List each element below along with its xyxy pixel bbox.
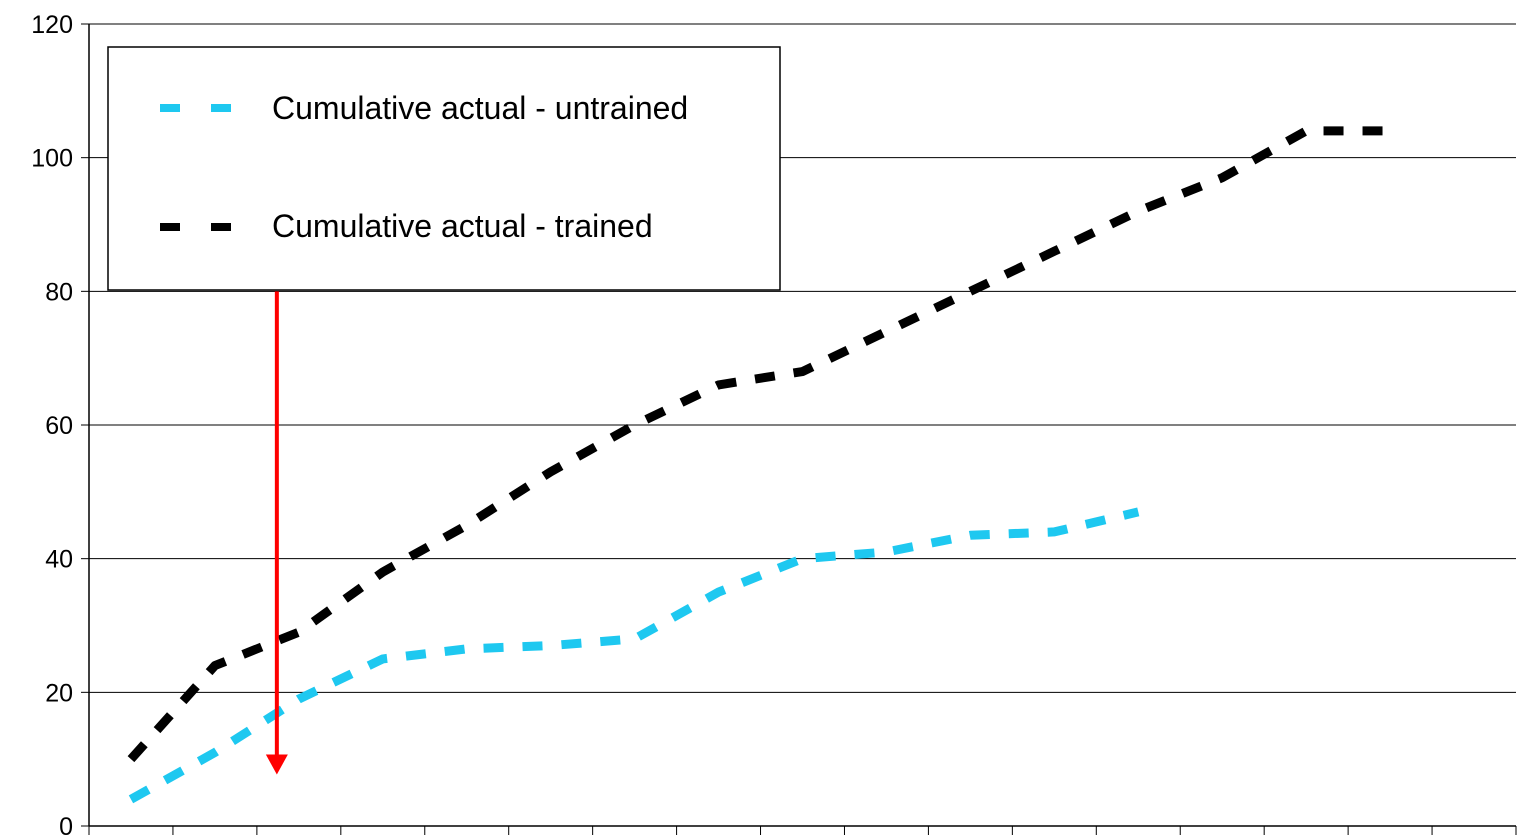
axes: 0 20 40 60 80 100 120 — [31, 11, 1517, 838]
y-tick-label: 40 — [45, 546, 73, 574]
series-lines — [127, 126, 1391, 804]
annotation-arrow-head — [265, 754, 288, 775]
y-tick-label: 120 — [31, 11, 73, 39]
y-tick-label: 80 — [45, 278, 73, 306]
y-tick-label: 20 — [45, 679, 73, 707]
y-tick-label: 0 — [59, 813, 73, 838]
legend-box — [107, 46, 781, 291]
y-tick-label: 60 — [45, 412, 73, 440]
legend-label-trained: Cumulative actual - trained — [272, 208, 653, 244]
annotation — [265, 291, 288, 775]
legend-label-untrained: Cumulative actual - untrained — [272, 90, 688, 126]
y-tick-label: 100 — [31, 145, 73, 173]
legend: Cumulative actual - untrained Cumulative… — [107, 46, 781, 291]
series-line-0 — [128, 507, 1140, 804]
series-line-1 — [127, 126, 1391, 763]
